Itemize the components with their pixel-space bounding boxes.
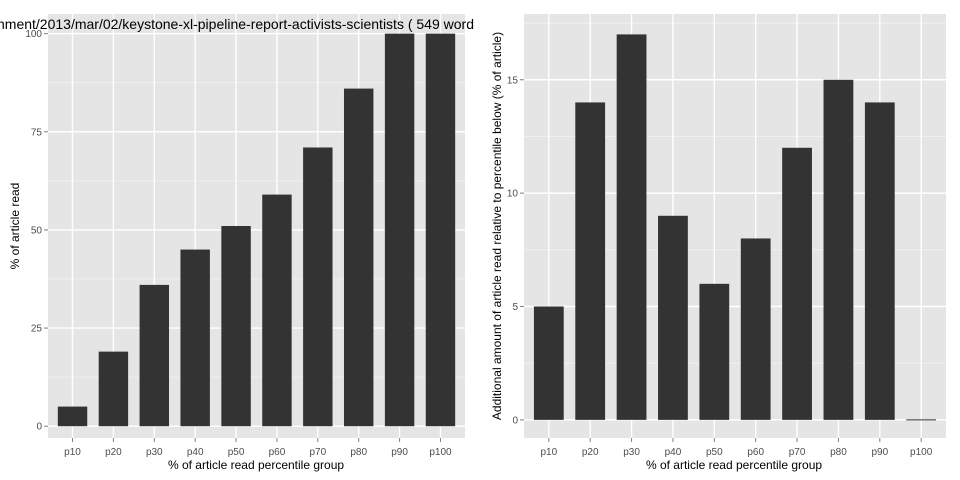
- x-tick-label: p80: [830, 447, 847, 458]
- x-tick-label: p100: [910, 447, 933, 458]
- bar-p60: [262, 194, 292, 427]
- y-tick-label: 25: [31, 324, 43, 335]
- bar-p90: [864, 102, 895, 420]
- bar-p60: [740, 238, 771, 420]
- bar-p10: [533, 306, 564, 420]
- right-x-ticks: p10 p20 p30 p40 p50 p60 p70 p80 p90 p100: [540, 438, 933, 458]
- bar-p70: [782, 147, 812, 420]
- x-tick-label: p60: [747, 447, 764, 458]
- y-tick-label: 5: [512, 302, 518, 313]
- y-tick-label: 75: [31, 127, 43, 138]
- bar-p40: [658, 215, 688, 420]
- x-tick-label: p90: [391, 447, 408, 458]
- x-tick-label: p30: [623, 447, 640, 458]
- bar-p40: [180, 249, 210, 427]
- x-tick-label: p60: [269, 447, 286, 458]
- bar-p20: [98, 351, 129, 427]
- left-bars: [57, 33, 456, 427]
- bar-p50: [221, 226, 251, 427]
- x-tick-label: p50: [706, 447, 723, 458]
- y-tick-label: 10: [507, 189, 519, 200]
- bar-p90: [384, 33, 415, 427]
- bar-p100: [425, 33, 456, 427]
- bar-p100: [906, 419, 937, 421]
- x-tick-label: p40: [665, 447, 682, 458]
- right-bars: [533, 34, 937, 421]
- right-y-ticks: 0 5 10 15: [507, 75, 524, 426]
- bar-p30: [616, 34, 647, 420]
- bar-p50: [699, 283, 730, 420]
- x-tick-label: p80: [350, 447, 367, 458]
- x-tick-label: p40: [187, 447, 204, 458]
- x-tick-label: p20: [582, 447, 599, 458]
- left-x-ticks: p10 p20 p30 p40 p50 p60 p70 p80 p90 p100: [64, 438, 452, 458]
- right-y-axis-title: Additional amount of article read relati…: [490, 32, 504, 420]
- x-tick-label: p70: [309, 447, 326, 458]
- right-chart: 0 5 10 15 p10 p20 p30 p40 p50 p60 p70 p80 p90 p100 %…: [490, 14, 946, 472]
- x-tick-label: p10: [540, 447, 557, 458]
- x-tick-label: p50: [228, 447, 245, 458]
- bar-p30: [139, 284, 170, 427]
- x-tick-label: p30: [146, 447, 163, 458]
- right-x-axis-title: % of article read percentile group: [646, 458, 822, 472]
- bar-p20: [575, 102, 606, 420]
- bar-p80: [343, 88, 374, 427]
- chart-title: nment/2013/mar/02/keystone-xl-pipeline-r…: [0, 16, 474, 32]
- y-tick-label: 100: [25, 29, 42, 40]
- x-tick-label: p70: [789, 447, 806, 458]
- left-x-axis-title: % of article read percentile group: [168, 458, 344, 472]
- left-y-ticks: 0 25 50 75 100: [25, 29, 48, 433]
- y-tick-label: 50: [31, 225, 43, 236]
- x-tick-label: p90: [871, 447, 888, 458]
- x-tick-label: p100: [429, 447, 452, 458]
- bar-p70: [303, 147, 333, 427]
- y-tick-label: 15: [507, 75, 519, 86]
- bar-p10: [57, 406, 88, 427]
- y-tick-label: 0: [36, 422, 42, 433]
- y-tick-label: 0: [512, 415, 518, 426]
- left-y-axis-title: % of article read: [8, 183, 22, 270]
- x-tick-label: p20: [105, 447, 122, 458]
- x-tick-label: p10: [64, 447, 81, 458]
- bar-p80: [823, 79, 854, 420]
